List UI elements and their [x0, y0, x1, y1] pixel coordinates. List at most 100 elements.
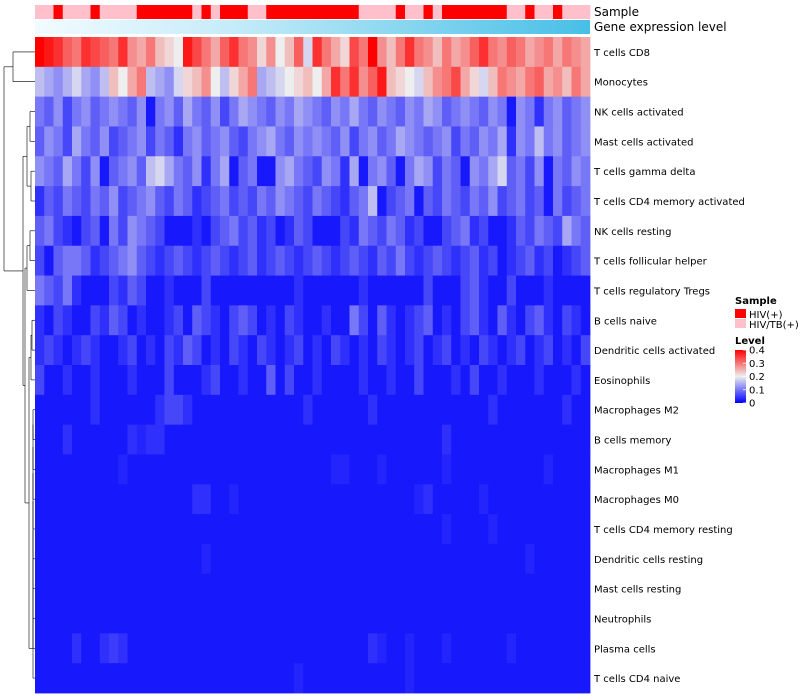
heatmap-cell	[553, 305, 563, 336]
heatmap-cell	[543, 96, 554, 127]
row-dendrogram	[3, 51, 35, 679]
heatmap-cell	[127, 275, 138, 306]
heatmap-cell	[257, 663, 267, 694]
heatmap-cell	[192, 37, 202, 68]
heatmap-cell	[266, 186, 276, 217]
heatmap-cell	[247, 484, 258, 515]
heatmap-cell	[164, 186, 175, 217]
heatmap-cell	[266, 424, 276, 455]
heatmap-cell	[90, 484, 101, 515]
heatmap-cell	[294, 663, 304, 694]
heatmap-cell	[488, 245, 498, 276]
heatmap-cell	[303, 245, 313, 276]
heatmap-cell	[377, 126, 387, 157]
heatmap-cell	[534, 573, 545, 604]
heatmap-cell	[368, 335, 378, 366]
heatmap-cell	[183, 215, 193, 247]
heatmap-cell	[368, 454, 378, 485]
heatmap-cell	[442, 275, 452, 306]
heatmap-cell	[553, 365, 563, 396]
heatmap-cell	[210, 66, 221, 98]
heatmap-cell	[571, 186, 582, 217]
heatmap-cell	[479, 454, 489, 485]
heatmap-cell	[284, 424, 295, 455]
heatmap-cell	[358, 365, 369, 396]
heatmap-cell	[238, 543, 249, 575]
heatmap-cell	[44, 543, 54, 575]
heatmap-cell	[229, 245, 239, 276]
heatmap-cell	[414, 156, 424, 187]
heatmap-cell	[136, 305, 147, 336]
heatmap-cell	[580, 424, 591, 455]
heatmap-cell	[460, 454, 471, 485]
heatmap-cell	[109, 186, 119, 217]
heatmap-cell	[368, 305, 378, 336]
heatmap-cell	[571, 275, 582, 306]
heatmap-cell	[238, 573, 249, 604]
heatmap-cell	[183, 66, 193, 98]
heatmap-cell	[164, 96, 175, 127]
heatmap-cell	[553, 454, 563, 485]
heatmap-cell	[395, 663, 406, 694]
heatmap-cell	[146, 96, 156, 127]
heatmap-cell	[543, 275, 554, 306]
heatmap-cell	[136, 633, 147, 664]
heatmap-cell	[386, 37, 397, 68]
heatmap-cell	[294, 335, 304, 366]
heatmap-cell	[118, 245, 128, 276]
heatmap-cell	[442, 335, 452, 366]
heatmap-cell	[331, 424, 341, 455]
heatmap-cell	[303, 454, 313, 485]
heatmap-cell	[506, 96, 517, 127]
heatmap-cell	[571, 245, 582, 276]
heatmap-cell	[303, 37, 313, 68]
gene-level-annotation-label: Gene expression level	[594, 20, 727, 34]
heatmap-cell	[118, 454, 128, 485]
heatmap-cell	[220, 215, 230, 247]
heatmap-cell	[497, 305, 508, 336]
heatmap-cell	[488, 335, 498, 366]
heatmap-cell	[479, 335, 489, 366]
heatmap-cell	[146, 663, 156, 694]
heatmap-cell	[90, 424, 101, 455]
heatmap-cell	[432, 663, 443, 694]
heatmap-cell	[72, 365, 82, 396]
heatmap-cell	[275, 126, 286, 157]
heatmap-cell	[349, 215, 360, 247]
row-label: Plasma cells	[594, 644, 656, 655]
heatmap-cell	[377, 484, 387, 515]
heatmap-cell	[516, 573, 526, 604]
heatmap-cell	[386, 126, 397, 157]
heatmap-cell	[109, 573, 119, 604]
heatmap-cell	[562, 424, 572, 455]
heatmap-cell	[525, 454, 535, 485]
heatmap-cell	[136, 275, 147, 306]
heatmap-cell	[35, 305, 45, 336]
heatmap-cell	[321, 424, 332, 455]
heatmap-cell	[284, 365, 295, 396]
heatmap-cell	[377, 186, 387, 217]
heatmap-cell	[488, 454, 498, 485]
heatmap-cell	[62, 663, 73, 694]
heatmap-cell	[183, 37, 193, 68]
heatmap-cell	[173, 245, 184, 276]
heatmap-cell	[173, 37, 184, 68]
heatmap-cell	[368, 37, 378, 68]
heatmap-cell	[275, 484, 286, 515]
heatmap-cell	[201, 37, 212, 68]
heatmap-cell	[284, 37, 295, 68]
heatmap-cell	[99, 543, 110, 575]
heatmap-cell	[405, 573, 415, 604]
heatmap-cell	[386, 156, 397, 187]
sample-cell	[303, 5, 313, 19]
heatmap-cell	[479, 484, 489, 515]
heatmap-cell	[99, 96, 110, 127]
heatmap-cell	[99, 66, 110, 98]
heatmap-cell	[562, 543, 572, 575]
heatmap-cell	[127, 543, 138, 575]
heatmap-cell	[321, 37, 332, 68]
heatmap-cell	[183, 514, 193, 545]
heatmap-cells	[35, 37, 591, 694]
heatmap-cell	[331, 275, 341, 306]
heatmap-cell	[229, 484, 239, 515]
